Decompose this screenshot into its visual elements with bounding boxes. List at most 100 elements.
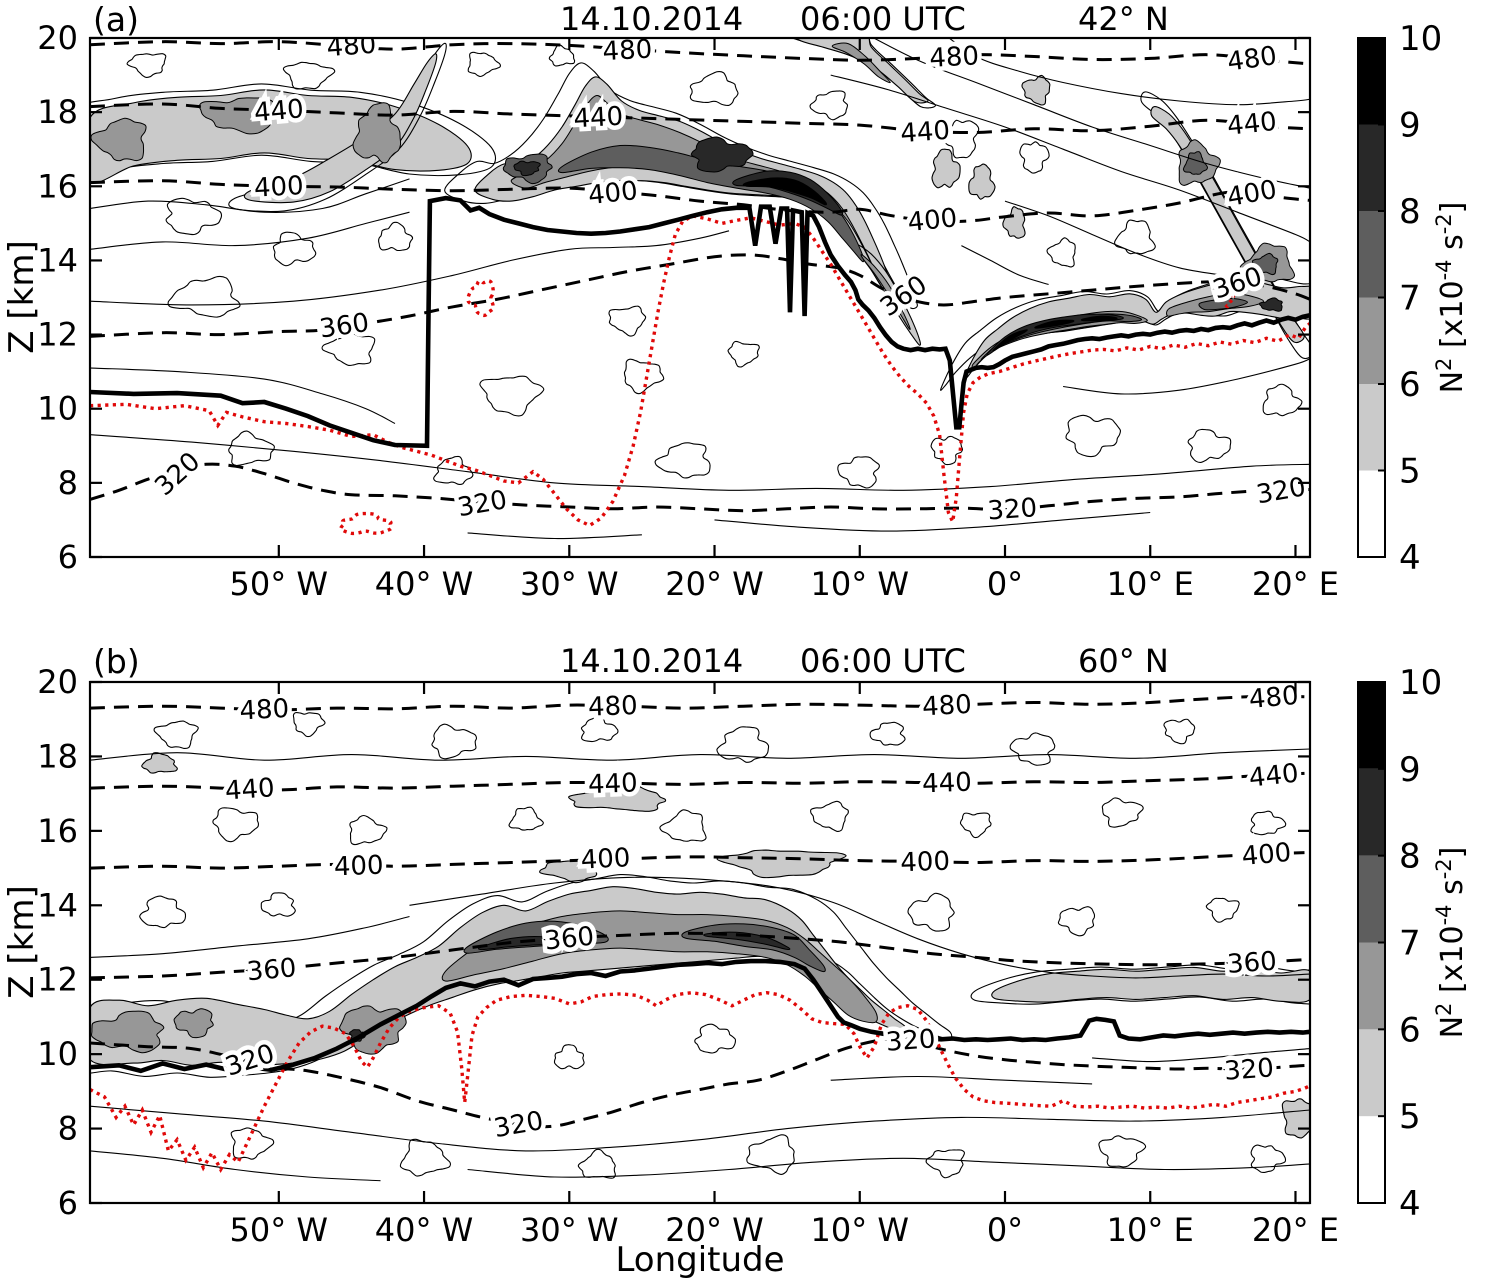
contour-label-480: 480 bbox=[588, 691, 639, 723]
y-axis-label-a: Z [km] bbox=[2, 240, 42, 354]
colorbar-tick-label: 5 bbox=[1399, 1097, 1421, 1137]
contour-label-400: 400 bbox=[333, 851, 384, 883]
contour-label-320: 320 bbox=[1223, 1053, 1275, 1086]
panel-b-isentropes bbox=[90, 694, 1310, 1129]
colorbar-tick-label: 7 bbox=[1399, 924, 1421, 964]
x-tick-label: 10° W bbox=[810, 565, 909, 603]
contour-label-440: 440 bbox=[588, 768, 639, 800]
y-tick-label: 18 bbox=[37, 737, 78, 775]
contour-label-440: 440 bbox=[253, 94, 305, 128]
contour-label-360: 360 bbox=[1226, 947, 1278, 980]
x-tick-label: 40° W bbox=[375, 1211, 474, 1249]
contour-label-400: 400 bbox=[1225, 175, 1279, 213]
contour-label-400: 400 bbox=[906, 203, 959, 238]
y-tick-label: 8 bbox=[58, 464, 78, 502]
contour-label-320: 320 bbox=[149, 447, 206, 503]
x-tick-label: 0° bbox=[987, 1211, 1023, 1249]
y-tick-label: 20 bbox=[37, 19, 78, 57]
contour-label-480: 480 bbox=[239, 694, 290, 727]
y-tick-label: 12 bbox=[37, 316, 78, 354]
contour-label-480: 480 bbox=[921, 690, 972, 723]
colorbar-tick-label: 7 bbox=[1399, 279, 1421, 319]
colorbar-tick-label: 8 bbox=[1399, 837, 1421, 877]
panel-b-title-date: 14.10.2014 bbox=[560, 642, 744, 680]
x-tick-label: 40° W bbox=[375, 565, 474, 603]
contour-label-480: 480 bbox=[326, 30, 378, 63]
isentrope-480-line bbox=[90, 40, 1310, 66]
x-tick-label: 20° E bbox=[1252, 565, 1339, 603]
isentrope-360-line bbox=[90, 253, 1310, 338]
colorbar-unit-label: N2 [x10-4 s-2] bbox=[1432, 847, 1470, 1039]
contour-label-320: 320 bbox=[987, 493, 1039, 526]
panel-a-plot-area: 480 480 480 480 440 440 440 440 400 400 400 400 360 3… bbox=[90, 30, 1310, 540]
contour-label-320: 320 bbox=[1254, 472, 1308, 510]
panel-a-red-dotted-contour bbox=[90, 214, 1310, 536]
y-tick-label: 6 bbox=[58, 538, 78, 576]
colorbar-tick-label: 9 bbox=[1399, 750, 1421, 790]
x-tick-label: 0° bbox=[987, 565, 1023, 603]
x-tick-label: 10° E bbox=[1107, 1211, 1194, 1249]
contour-label-360: 360 bbox=[543, 922, 596, 957]
colorbar-b: 4 5 6 7 8 9 10 N2 [x10-4 s-2] bbox=[1357, 663, 1470, 1224]
x-tick-label: 20° W bbox=[665, 565, 764, 603]
panel-b-title-time: 06:00 UTC bbox=[800, 642, 966, 680]
y-tick-label: 14 bbox=[37, 886, 78, 924]
contour-label-480: 480 bbox=[602, 35, 653, 68]
contour-label-360: 360 bbox=[318, 308, 371, 345]
y-tick-label: 20 bbox=[37, 663, 78, 701]
colorbar-unit-label: N2 [x10-4 s-2] bbox=[1432, 202, 1470, 394]
panel-b-thin-contours bbox=[90, 711, 1310, 1182]
contour-label-400: 400 bbox=[587, 176, 640, 211]
colorbar-tick-label: 9 bbox=[1399, 106, 1421, 146]
x-tick-label: 50° W bbox=[230, 1211, 329, 1249]
panel-b-contour-labels: 480 480 480 480 440 440 440 440 400 400 400 400 360 3… bbox=[217, 681, 1304, 1149]
colorbar-tick-label: 10 bbox=[1399, 663, 1442, 703]
x-tick-label: 30° W bbox=[520, 1211, 619, 1249]
contour-label-400: 400 bbox=[253, 171, 304, 204]
colorbar-tick-label: 10 bbox=[1399, 19, 1442, 59]
x-tick-label: 20° W bbox=[665, 1211, 764, 1249]
panel-a-thin-contours bbox=[90, 38, 1310, 540]
panel-a-title-time: 06:00 UTC bbox=[800, 0, 966, 38]
y-tick-label: 10 bbox=[37, 390, 78, 428]
contour-label-440: 440 bbox=[899, 116, 951, 149]
colorbar-tick-label: 8 bbox=[1399, 192, 1421, 232]
colorbar-tick-label: 6 bbox=[1399, 1010, 1421, 1050]
x-tick-label: 20° E bbox=[1252, 1211, 1339, 1249]
panel-b-title-latitude: 60° N bbox=[1078, 642, 1169, 680]
contour-label-320: 320 bbox=[455, 485, 509, 523]
contour-label-320: 320 bbox=[492, 1106, 546, 1144]
contour-label-400: 400 bbox=[580, 843, 631, 876]
y-tick-label: 8 bbox=[58, 1110, 78, 1148]
panel-a-frame bbox=[88, 36, 1312, 559]
contour-label-400: 400 bbox=[900, 847, 951, 879]
colorbar-tick-label: 4 bbox=[1399, 1184, 1421, 1224]
y-tick-label: 12 bbox=[37, 961, 78, 999]
panel-b-red-dotted-contour bbox=[90, 990, 1310, 1174]
contour-label-440: 440 bbox=[1226, 107, 1279, 142]
colorbar-a: 4 5 6 7 8 9 10 N2 [x10-4 s-2] bbox=[1357, 19, 1470, 578]
isentrope-360-line bbox=[90, 931, 1310, 980]
panel-b-frame bbox=[88, 680, 1312, 1205]
contour-label-480: 480 bbox=[929, 41, 980, 74]
isentrope-400-line bbox=[90, 179, 1310, 224]
contour-label-320: 320 bbox=[885, 1024, 937, 1057]
colorbar-tick-label: 6 bbox=[1399, 365, 1421, 405]
contour-label-480: 480 bbox=[1225, 41, 1278, 78]
contour-label-480: 480 bbox=[1248, 681, 1300, 715]
isentrope-400-line bbox=[90, 850, 1310, 870]
y-tick-label: 14 bbox=[37, 241, 78, 279]
x-tick-label: 30° W bbox=[520, 565, 619, 603]
contour-label-400: 400 bbox=[1240, 838, 1292, 872]
panel-b-shading bbox=[90, 752, 1310, 1139]
y-tick-label: 16 bbox=[37, 812, 78, 850]
y-tick-label: 18 bbox=[37, 93, 78, 131]
panel-a-title-latitude: 42° N bbox=[1078, 0, 1169, 38]
y-tick-label: 10 bbox=[37, 1035, 78, 1073]
panel-a-tropopause-line bbox=[90, 195, 1310, 449]
x-tick-label: 10° W bbox=[810, 1211, 909, 1249]
panel-a-isentropes bbox=[90, 40, 1310, 513]
contour-label-440: 440 bbox=[1248, 759, 1301, 794]
contour-label-440: 440 bbox=[573, 102, 624, 135]
